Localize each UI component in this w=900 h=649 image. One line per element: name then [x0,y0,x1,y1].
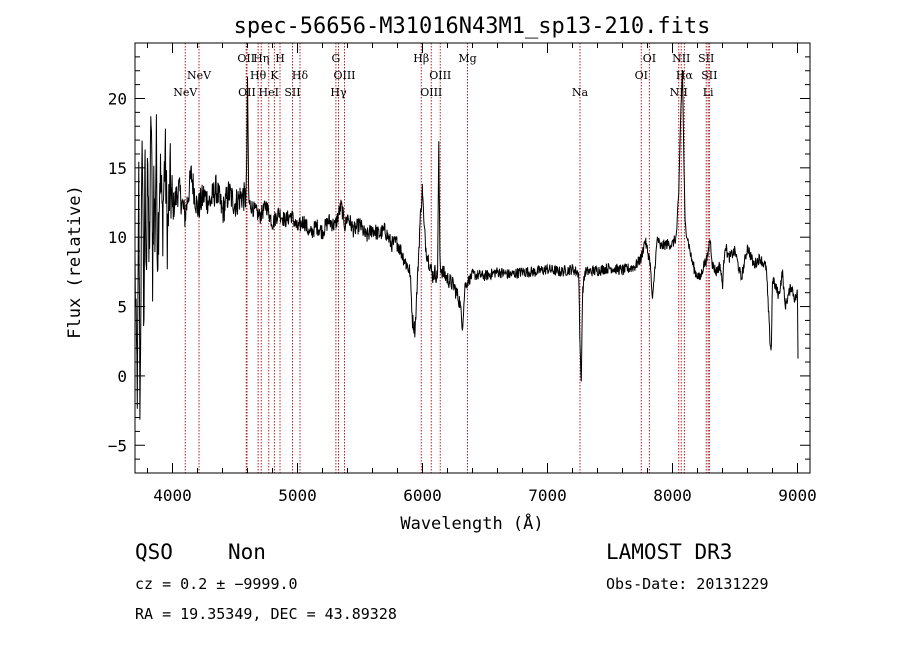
chart-title: spec-56656-M31016N43M1_sp13-210.fits [234,14,711,39]
marker-label-OIII-4363: OIII [333,69,355,82]
line-markers [184,43,710,473]
marker-label-H-theta: Hθ [250,69,267,82]
x-tick-label: 9000 [778,486,817,505]
coordinates: RA = 19.35349, DEC = 43.89328 [135,605,397,623]
marker-label-H-gamma: Hγ [330,86,347,99]
obs-date: Obs-Date: 20131229 [606,575,769,593]
marker-label-SII-a: SII [698,52,714,65]
y-axis: −5 0 5 10 15 20 [108,56,810,460]
marker-label-H-delta: Hδ [292,69,309,82]
marker-label-H-eta: Hη [253,52,269,65]
marker-label-NeV: NeV [187,69,212,82]
marker-label-OII-a: OII [237,52,255,65]
y-tick-label: 5 [117,298,127,317]
y-tick-label: 0 [117,367,127,386]
x-axis-label: Wavelength (Å) [400,512,543,534]
marker-label-SII-b: SII [701,69,717,82]
marker-label-K: K [270,69,279,82]
x-tick-label: 8000 [653,486,692,505]
x-tick-label: 6000 [403,486,442,505]
object-class: QSO [135,540,173,564]
y-tick-label: 20 [108,89,127,108]
marker-label-OI-a: OI [635,69,648,82]
x-tick-label: 5000 [278,486,317,505]
marker-label-H-beta: Hβ [413,52,429,65]
spectrum-line [134,69,799,420]
marker-label-OI-b: OI [643,52,656,65]
marker-label-OIII-b: OIII [429,69,451,82]
y-axis-label: Flux (relative) [65,185,85,339]
y-tick-label: 10 [108,228,127,247]
y-tick-label: −5 [108,436,127,455]
marker-label-NII-a: NII [670,86,688,99]
marker-label-NII-b: NII [672,52,690,65]
marker-label-OIII-a: OIII [420,86,442,99]
x-tick-label: 4000 [153,486,192,505]
marker-label-SII-blue: SII [284,86,300,99]
marker-label-Mg: Mg [458,52,476,65]
marker-label-Li: Li [703,86,714,99]
y-tick-label: 15 [108,159,127,178]
marker-label-G: G [331,52,340,65]
object-subclass: Non [228,540,266,564]
line-marker-labels: NeVNeVOIIOIIHθHηHeIKHSIIHδGHγOIIIHβOIIIO… [173,52,717,99]
marker-label-Na: Na [572,86,589,99]
x-tick-label: 7000 [528,486,567,505]
marker-label-H-epsilon: H [275,52,285,65]
plot-frame [134,42,811,474]
x-axis: 4000 5000 6000 7000 8000 9000 [147,43,817,505]
marker-label-H: NeV [173,86,198,99]
survey-name: LAMOST DR3 [606,540,732,564]
marker-label-H-alpha: Hα [676,69,694,82]
marker-label-HeI: HeI [259,86,279,99]
redshift-line: cz = 0.2 ± −9999.0 [135,575,298,593]
